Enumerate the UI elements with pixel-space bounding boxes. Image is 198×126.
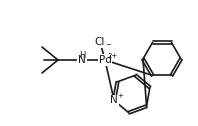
Text: N: N: [78, 55, 86, 65]
Text: −: −: [105, 42, 111, 48]
Text: +: +: [117, 93, 123, 100]
Text: Cl: Cl: [95, 37, 105, 47]
Text: H: H: [79, 51, 85, 59]
Text: N: N: [110, 96, 118, 105]
Text: Pd: Pd: [99, 55, 111, 65]
Text: 2+: 2+: [108, 53, 118, 59]
